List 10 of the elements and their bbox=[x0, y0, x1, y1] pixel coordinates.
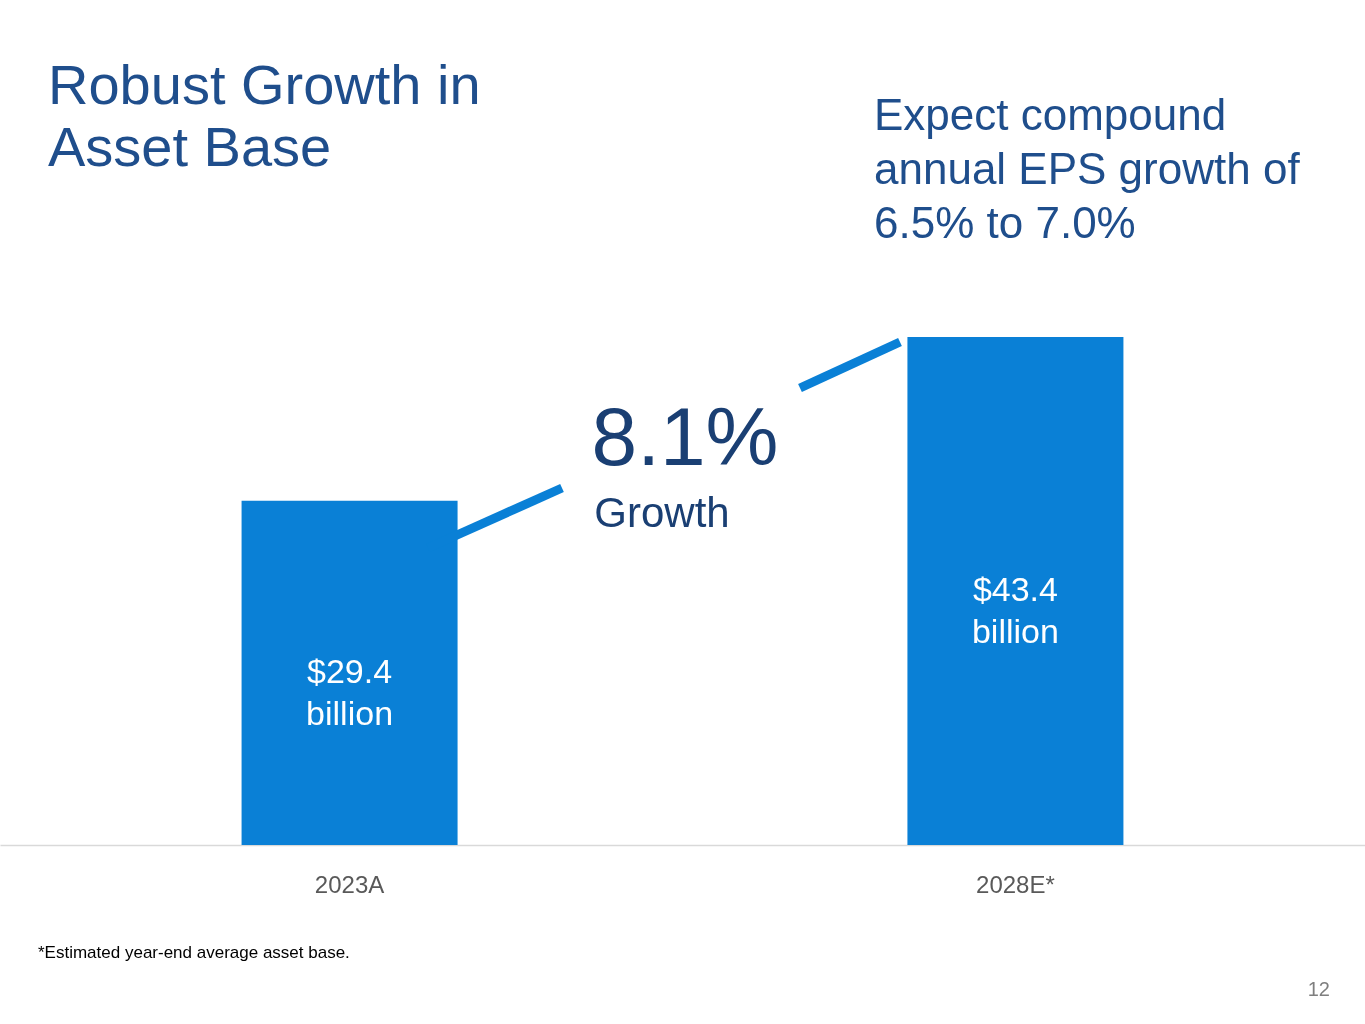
data-label: $29.4 billion bbox=[306, 651, 394, 732]
data-label: $43.4 billion bbox=[971, 570, 1059, 650]
text: 12 bbox=[1307, 978, 1330, 1000]
text: *Estimated year-end average asset base. bbox=[38, 943, 350, 962]
text: Expect compound annual EPS growth of 6.5% to 7.0% bbox=[874, 90, 1301, 247]
annotation: Growth bbox=[594, 489, 730, 536]
x-tick-label: 2028E* bbox=[976, 870, 1055, 898]
x-tick-label: 2023A bbox=[314, 870, 385, 898]
chart-title: Robust Growth in Asset Base bbox=[48, 53, 481, 178]
annotation: 8.1% bbox=[591, 391, 779, 482]
